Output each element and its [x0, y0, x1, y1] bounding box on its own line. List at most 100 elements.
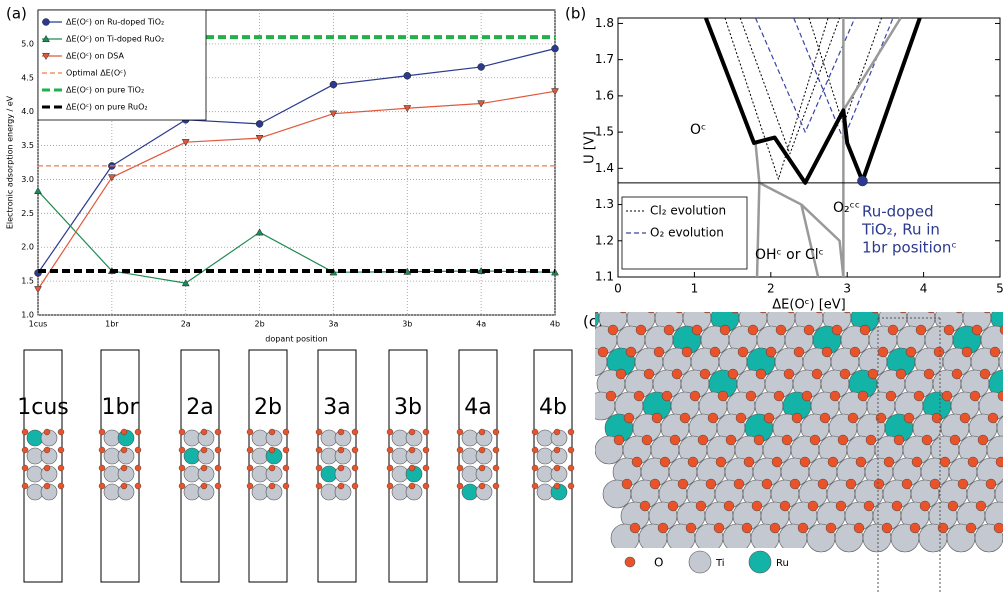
oxygen	[478, 428, 486, 436]
oxygen	[553, 428, 561, 436]
oxygen	[789, 478, 801, 490]
oxygen	[531, 482, 539, 490]
oxygen	[997, 390, 1003, 402]
atom	[26, 447, 44, 465]
oxygen	[43, 482, 51, 490]
oxygen	[567, 482, 575, 490]
oxygen	[959, 412, 971, 424]
oxygen	[214, 464, 222, 472]
oxygen	[905, 346, 917, 358]
legend-label: ΔE(Oᶜ) on Ru-doped TiO₂	[66, 18, 164, 27]
structure: 4b	[531, 349, 575, 583]
oxygen	[681, 346, 693, 358]
marker	[42, 34, 50, 43]
oxygen	[134, 482, 142, 490]
oxygen	[849, 346, 861, 358]
oxygen	[791, 412, 803, 424]
cell	[388, 349, 428, 583]
atom	[26, 429, 44, 447]
cell	[23, 349, 63, 583]
oxygen	[735, 412, 747, 424]
annotation: Oᶜ	[690, 122, 706, 138]
oxygen	[987, 412, 999, 424]
oxygen	[921, 434, 933, 446]
legend-label: ΔE(Oᶜ) on DSA	[66, 52, 124, 61]
oxygen	[819, 412, 831, 424]
oxygen	[386, 428, 394, 436]
atom	[996, 416, 1003, 440]
oxygen	[134, 446, 142, 454]
oxygen	[793, 346, 805, 358]
x-tick-label: 4a	[476, 320, 486, 329]
oxygen	[178, 446, 186, 454]
oxygen	[635, 324, 647, 336]
structure: 1cus	[17, 349, 69, 583]
oxygen	[979, 368, 991, 380]
oxygen	[553, 482, 561, 490]
oxygen	[98, 464, 106, 472]
oxygen	[43, 446, 51, 454]
oxygen	[21, 464, 29, 472]
oxygen	[809, 434, 821, 446]
oxygen	[337, 464, 345, 472]
atom	[536, 429, 554, 447]
x-tick-label: 4b	[550, 320, 560, 329]
atom	[183, 465, 201, 483]
oxygen	[877, 346, 889, 358]
oxygen	[731, 312, 739, 314]
atom	[103, 447, 121, 465]
oxygen	[941, 390, 953, 402]
oxygen	[246, 464, 254, 472]
legend-label: Ti	[715, 558, 725, 569]
oxygen	[985, 478, 997, 490]
oxygen	[643, 368, 655, 380]
oxygen	[120, 446, 128, 454]
marker	[329, 110, 338, 118]
oxygen	[815, 312, 823, 314]
oxygen	[765, 346, 777, 358]
oxygen	[134, 428, 142, 436]
oxygen	[605, 390, 617, 402]
y-tick-label: 4.0	[21, 107, 34, 116]
oxygen	[315, 464, 323, 472]
oxygen	[553, 464, 561, 472]
atom	[536, 447, 554, 465]
oxygen	[315, 428, 323, 436]
oxygen	[799, 456, 811, 468]
oxygen	[57, 428, 65, 436]
marker	[551, 88, 559, 96]
oxygen	[715, 456, 727, 468]
oxygen	[685, 522, 697, 534]
atom	[103, 483, 121, 501]
oxygen	[621, 478, 633, 490]
oxygen	[57, 482, 65, 490]
oxygen	[999, 325, 1003, 335]
oxygen	[825, 522, 837, 534]
oxygen	[478, 446, 486, 454]
oxygen	[246, 482, 254, 490]
oxygen	[214, 428, 222, 436]
oxygen	[933, 346, 945, 358]
oxygen	[873, 478, 885, 490]
oxygen	[597, 346, 609, 358]
oxygen	[567, 464, 575, 472]
oxygen	[831, 324, 843, 336]
oxygen	[725, 434, 737, 446]
oxygen	[783, 368, 795, 380]
x-tick-label: 1br	[105, 320, 119, 329]
atom	[251, 429, 269, 447]
oxygen	[741, 522, 753, 534]
oxygen	[456, 428, 464, 436]
legend-label: O	[654, 556, 663, 570]
x-tick-label: 2	[767, 282, 775, 296]
oxygen	[282, 446, 290, 454]
structure: 2b	[246, 349, 290, 583]
oxygen	[817, 478, 829, 490]
oxygen	[913, 390, 925, 402]
atom	[183, 447, 201, 465]
atom	[994, 481, 1003, 507]
x-tick-label: 3	[843, 282, 851, 296]
oxygen	[120, 482, 128, 490]
oxygen	[705, 478, 717, 490]
y-tick-label: 1.5	[21, 277, 34, 286]
